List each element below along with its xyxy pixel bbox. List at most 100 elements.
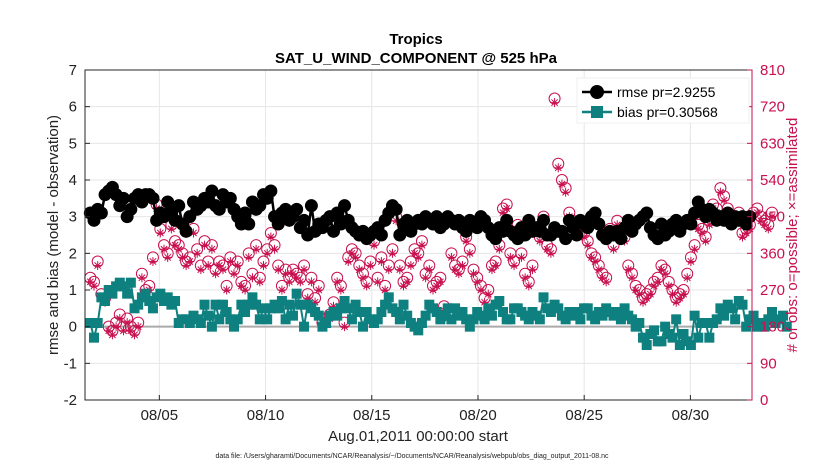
obs-assimilated-marker xyxy=(159,244,169,254)
obs-assimilated-marker xyxy=(594,265,604,275)
rmse-point xyxy=(338,199,352,213)
bias-point xyxy=(693,332,704,343)
obs-assimilated-marker xyxy=(553,163,563,173)
obs-assimilated-marker xyxy=(306,277,316,287)
bias-point xyxy=(85,318,96,328)
right-tick-label: 810 xyxy=(760,62,785,79)
obs-assimilated-marker xyxy=(107,330,117,340)
bias-point xyxy=(206,321,217,332)
obs-assimilated-marker xyxy=(645,289,655,299)
bias-point xyxy=(689,310,700,321)
bias-point xyxy=(391,307,402,317)
rmse-point xyxy=(393,228,407,242)
bias-point xyxy=(332,310,343,321)
bias-point xyxy=(229,321,240,332)
bias-point xyxy=(203,310,214,321)
bias-point xyxy=(641,340,652,350)
bias-point xyxy=(582,303,593,314)
bias-point xyxy=(615,314,626,325)
rmse-point xyxy=(614,232,628,246)
bias-point xyxy=(140,288,151,299)
obs-assimilated-marker xyxy=(446,252,456,262)
bias-point xyxy=(634,318,645,328)
rmse-point xyxy=(559,232,573,246)
obs-assimilated-marker xyxy=(93,261,103,271)
bias-point xyxy=(92,318,103,328)
bias-point xyxy=(217,299,228,310)
obs-assimilated-marker xyxy=(472,277,482,287)
obs-assimilated-marker xyxy=(200,240,210,250)
bias-point xyxy=(719,310,730,321)
right-tick-label: 180 xyxy=(760,319,785,336)
bias-point xyxy=(122,288,133,299)
left-tick-label: 7 xyxy=(69,62,77,79)
bias-point xyxy=(483,303,494,314)
rmse-point xyxy=(374,228,388,242)
obs-assimilated-marker xyxy=(664,281,674,291)
bias-point xyxy=(505,314,516,325)
bias-point xyxy=(545,307,556,317)
obs-assimilated-marker xyxy=(417,240,427,250)
bias-point xyxy=(247,292,258,303)
bias-point xyxy=(195,318,206,328)
bias-point xyxy=(361,307,372,317)
bias-point xyxy=(258,303,269,314)
obs-assimilated-marker xyxy=(244,252,254,262)
obs-assimilated-marker xyxy=(111,322,121,332)
bias-point xyxy=(284,299,295,310)
bias-point xyxy=(420,310,431,321)
obs-assimilated-marker xyxy=(270,244,280,254)
obs-assimilated-marker xyxy=(343,256,353,266)
rmse-point xyxy=(124,202,138,216)
obs-assimilated-marker xyxy=(354,265,364,275)
bias-point xyxy=(170,296,181,306)
rmse-point xyxy=(146,191,160,205)
obs-assimilated-marker xyxy=(428,285,438,295)
bias-point xyxy=(726,303,737,314)
bias-series xyxy=(85,277,792,350)
obs-assimilated-marker xyxy=(207,244,217,254)
bias-point xyxy=(442,303,453,314)
rmse-point xyxy=(304,199,318,213)
bias-point xyxy=(711,314,722,325)
bias-point xyxy=(184,318,195,328)
obs-assimilated-marker xyxy=(89,281,99,291)
bias-point xyxy=(413,325,424,336)
obs-assimilated-marker xyxy=(130,330,140,340)
bias-point xyxy=(321,318,332,328)
rmse-point xyxy=(592,217,606,231)
bias-point xyxy=(350,299,361,310)
obs-assimilated-marker xyxy=(118,326,128,336)
bias-point xyxy=(383,292,394,303)
bias-point xyxy=(147,303,158,314)
bias-point xyxy=(299,321,310,332)
obs-assimilated-marker xyxy=(535,236,545,246)
obs-assimilated-marker xyxy=(424,265,434,275)
obs-assimilated-marker xyxy=(454,269,464,279)
bias-point xyxy=(118,281,129,292)
left-tick-label: 0 xyxy=(69,319,77,336)
obs-assimilated-marker xyxy=(240,285,250,295)
bias-point xyxy=(560,314,571,325)
obs-assimilated-marker xyxy=(483,289,493,299)
obs-assimilated-marker xyxy=(222,285,232,295)
obs-assimilated-marker xyxy=(347,248,357,258)
x-tick-label: 08/05 xyxy=(141,407,179,424)
bias-point xyxy=(715,303,726,314)
bias-point xyxy=(262,314,273,325)
bias-point xyxy=(439,310,450,321)
bias-point xyxy=(461,314,472,325)
bias-point xyxy=(155,288,166,299)
bias-point xyxy=(295,299,306,310)
rmse-point xyxy=(290,202,304,216)
rmse-point xyxy=(684,217,698,231)
bias-point xyxy=(497,307,508,317)
bias-point xyxy=(538,292,549,303)
obs-assimilated-marker xyxy=(273,265,283,275)
chart-title: Tropics xyxy=(389,31,442,48)
obs-assimilated-marker xyxy=(229,269,239,279)
bias-point xyxy=(88,332,99,343)
bias-point xyxy=(704,332,715,343)
obs-assimilated-marker xyxy=(686,256,696,266)
bias-point xyxy=(251,299,262,310)
